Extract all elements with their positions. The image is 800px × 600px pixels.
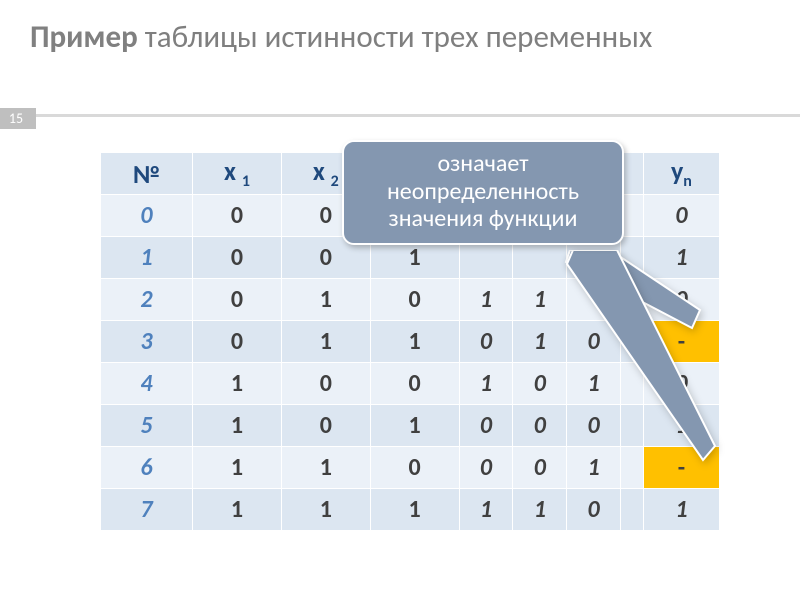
- cell-x: 0: [281, 405, 370, 447]
- cell-idx: 3: [101, 321, 193, 363]
- slide-title-wrap: Пример таблицы истинности трех переменны…: [0, 0, 800, 64]
- cell-mid: 1: [459, 489, 513, 531]
- cell-x: 0: [193, 237, 282, 279]
- cell-idx: 2: [101, 279, 193, 321]
- cell-x: 1: [193, 363, 282, 405]
- cell-x: 1: [193, 405, 282, 447]
- cell-x: 0: [193, 321, 282, 363]
- cell-x: 1: [281, 489, 370, 531]
- cell-idx: 5: [101, 405, 193, 447]
- cell-mid: 1: [459, 363, 513, 405]
- cell-yn: 1: [643, 489, 719, 531]
- cell-mid: 1: [513, 321, 567, 363]
- cell-x: 1: [370, 405, 459, 447]
- cell-x: 0: [193, 279, 282, 321]
- cell-x: 1: [281, 279, 370, 321]
- cell-mid: 0: [513, 405, 567, 447]
- cell-mid: 0: [459, 405, 513, 447]
- table-row: 71111101: [101, 489, 720, 531]
- page-number-badge: 15: [0, 108, 36, 129]
- title-rest: таблицы истинности трех переменных: [138, 18, 653, 56]
- cell-mid: 0: [459, 447, 513, 489]
- slide-title: Пример таблицы истинности трех переменны…: [30, 20, 770, 56]
- callout-pointer-2: [565, 250, 725, 470]
- cell-idx: 7: [101, 489, 193, 531]
- cell-x: 0: [370, 279, 459, 321]
- cell-x: 0: [281, 363, 370, 405]
- cell-yn: 0: [643, 195, 719, 237]
- cell-x: 1: [193, 489, 282, 531]
- col-x1: x 1: [193, 153, 282, 195]
- cell-mid: 1: [459, 279, 513, 321]
- col-yn: уn: [643, 153, 719, 195]
- cell-mid: 0: [513, 363, 567, 405]
- horizontal-rule: [36, 114, 800, 117]
- cell-idx: 6: [101, 447, 193, 489]
- title-bold: Пример: [30, 18, 138, 56]
- cell-x: 1: [370, 321, 459, 363]
- cell-mid: 1: [513, 279, 567, 321]
- cell-x: 1: [370, 489, 459, 531]
- cell-x: 0: [370, 363, 459, 405]
- cell-x: 1: [193, 447, 282, 489]
- cell-mid: [621, 489, 644, 531]
- cell-x: 1: [281, 321, 370, 363]
- cell-x: 0: [370, 447, 459, 489]
- cell-mid: 0: [567, 489, 621, 531]
- col-index: №: [101, 153, 193, 195]
- cell-mid: 0: [459, 321, 513, 363]
- callout-bubble: означает неопределенность значения функц…: [342, 140, 624, 245]
- cell-mid: 0: [513, 447, 567, 489]
- cell-mid: 1: [513, 489, 567, 531]
- cell-x: 0: [193, 195, 282, 237]
- cell-idx: 1: [101, 237, 193, 279]
- cell-idx: 4: [101, 363, 193, 405]
- cell-x: 1: [281, 447, 370, 489]
- cell-idx: 0: [101, 195, 193, 237]
